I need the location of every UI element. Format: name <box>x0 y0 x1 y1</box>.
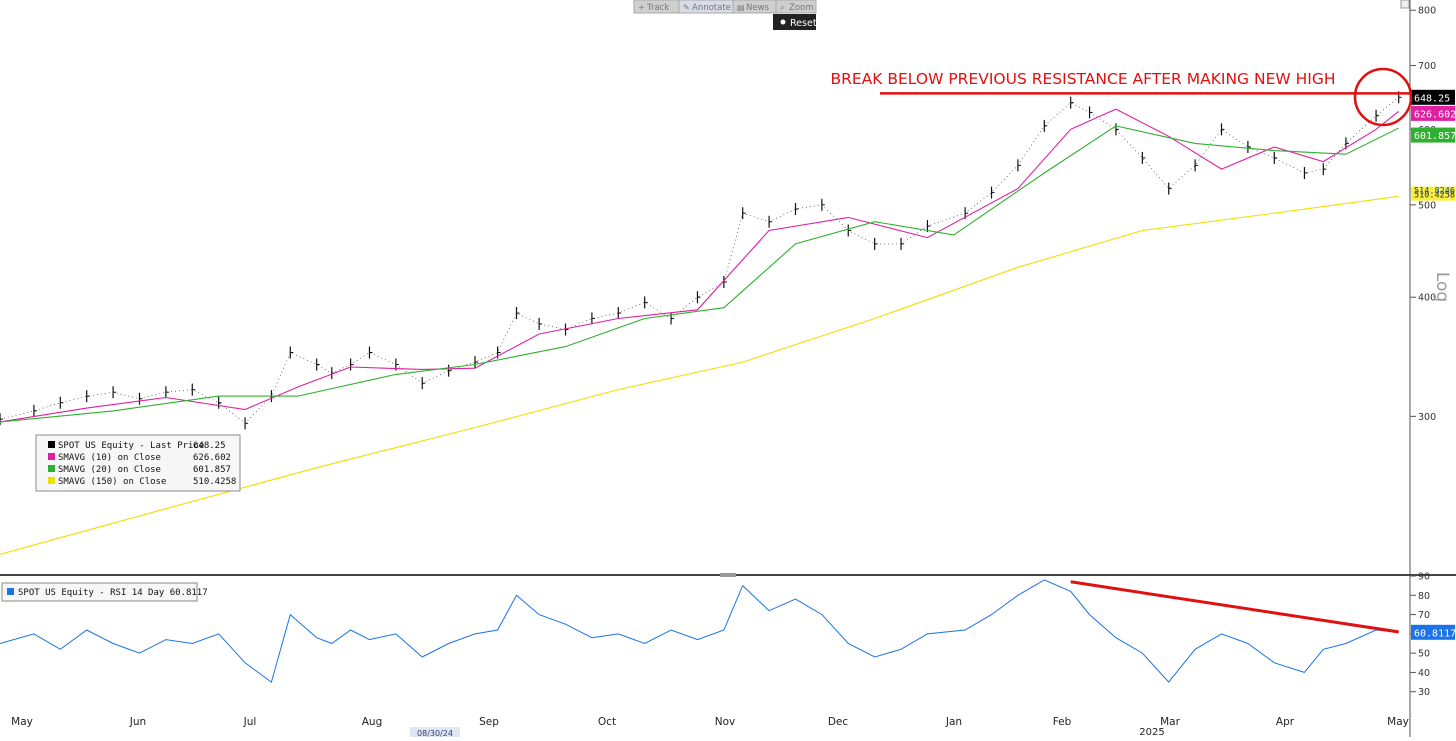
price-legend-box <box>35 434 241 492</box>
sma150-value-tag: 514.8246 <box>1414 187 1455 197</box>
rsi-divergence-trendline <box>1070 580 1399 634</box>
cursor-date-box <box>410 727 460 737</box>
rsi-y-tick-label: 50 <box>1418 649 1430 660</box>
annotation-layer: BREAK BELOW PREVIOUS RESISTANCE AFTER MA… <box>830 67 1413 634</box>
toolbar-button-zoom[interactable] <box>775 0 817 14</box>
sma150-behind-value-tag: 510.4258 <box>1414 191 1455 201</box>
price-y-tick-label: 400 <box>1418 293 1436 304</box>
log-scale-label: Log <box>1432 272 1452 302</box>
price-y-tick-label: 500 <box>1418 200 1436 211</box>
legend-swatch <box>48 453 55 460</box>
toolbar-button-label: Zoom <box>789 3 814 13</box>
rsi-y-tick-label: 30 <box>1418 687 1430 698</box>
x-tick-label-month: Jun <box>129 716 146 728</box>
x-tick-label-month: Oct <box>598 716 616 728</box>
price-y-tick-label: 300 <box>1418 412 1436 423</box>
series-layer <box>0 91 1402 683</box>
rsi-legend-label: SPOT US Equity - RSI 14 Day 60.8117 <box>18 588 208 598</box>
legend-swatch <box>48 477 55 484</box>
scroll-up-icon[interactable] <box>1400 0 1410 9</box>
toolbar-button-label: Track <box>646 3 669 13</box>
x-tick-label-month: Mar <box>1160 716 1180 728</box>
x-tick-label-month: Sep <box>479 716 499 728</box>
sma-series-line <box>0 125 1399 423</box>
x-tick-label-month: Dec <box>828 716 849 728</box>
panel-resize-handle[interactable] <box>720 573 736 577</box>
price-value-tag: 648.25 <box>1414 93 1450 104</box>
legend-series-value: 601.857 <box>193 465 231 475</box>
news-icon: ▤ <box>737 3 745 12</box>
annotation-text: BREAK BELOW PREVIOUS RESISTANCE AFTER MA… <box>830 70 1335 88</box>
legend-swatch <box>48 465 55 472</box>
sma-series-line <box>0 108 1400 423</box>
legend-series-name: SMAVG (20) on Close <box>58 465 161 475</box>
annotation-circle <box>1353 67 1413 127</box>
cursor-date-label: 08/30/24 <box>417 729 453 737</box>
chart-toolbar: + Track ✎ Annotate ▤ News ⌕ Zoom Reset <box>633 0 817 30</box>
legend-series-name: SMAVG (10) on Close <box>58 453 161 463</box>
pencil-icon: ✎ <box>683 3 690 12</box>
legend-series-value: 626.602 <box>193 453 231 463</box>
reset-button-label: Reset <box>790 18 817 29</box>
toolbar-button-label: News <box>746 3 770 13</box>
price-y-tick-label: 800 <box>1418 6 1436 17</box>
legend-swatch <box>48 441 55 448</box>
toolbar-button-label: Annotate <box>692 3 731 13</box>
price-value-tag-bg <box>1411 89 1455 105</box>
rsi-y-tick-label: 90 <box>1418 572 1430 583</box>
rsi-value-tag-bg <box>1411 624 1455 640</box>
sma150-value-tag-bg <box>1411 186 1455 201</box>
rsi-legend-swatch <box>7 588 14 595</box>
rsi-y-tick-label: 80 <box>1418 591 1430 602</box>
magnifier-icon: ⌕ <box>780 3 784 12</box>
x-tick-label-month: Nov <box>715 716 736 728</box>
x-tick-label-month: May <box>11 716 33 728</box>
rsi-legend-box <box>1 582 198 602</box>
plus-icon: + <box>638 3 645 12</box>
sma20-value-tag-bg <box>1411 127 1455 143</box>
rsi-y-tick-label: 70 <box>1418 610 1430 621</box>
x-year-label: 2025 <box>1139 727 1164 737</box>
rsi-y-tick-label: 40 <box>1418 668 1430 679</box>
x-tick-label-month: Feb <box>1053 716 1072 728</box>
x-tick-label-month: Aug <box>362 716 383 728</box>
x-tick-label-month: Apr <box>1276 716 1295 728</box>
sma10-value-tag-bg <box>1411 105 1455 121</box>
price-series-line <box>0 97 1399 424</box>
x-tick-label-month: Jan <box>945 716 962 728</box>
sma20-value-tag: 601.857 <box>1414 131 1456 142</box>
rsi-value-tag: 60.8117 <box>1414 628 1456 639</box>
legend-series-value: 648.25 <box>193 441 226 451</box>
legend-series-name: SMAVG (150) on Close <box>58 477 166 487</box>
legend-series-value: 510.4258 <box>193 477 236 487</box>
reset-button[interactable] <box>773 14 816 30</box>
rsi-series-line <box>0 579 1399 683</box>
x-tick-label-month: Jul <box>243 716 257 728</box>
sma10-value-tag: 626.602 <box>1414 109 1456 120</box>
sma-series-line <box>0 195 1399 555</box>
price-y-tick-label: 700 <box>1418 61 1436 72</box>
legend-series-name: SPOT US Equity - Last Price <box>58 441 204 451</box>
reset-icon <box>780 19 786 25</box>
x-tick-label-month: May <box>1387 716 1409 728</box>
